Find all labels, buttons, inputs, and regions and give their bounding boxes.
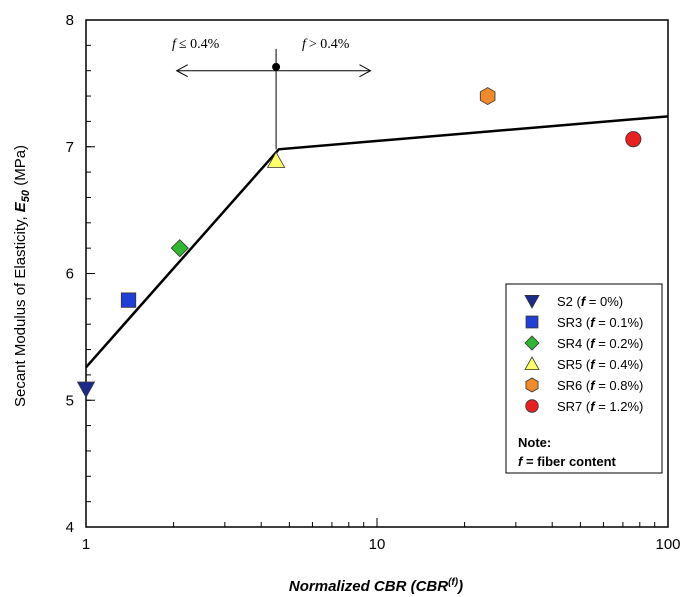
note-f-symbol: f	[518, 454, 524, 469]
legend-marker-sr7	[525, 399, 539, 413]
trend-line	[85, 115, 669, 369]
legend-marker-sr3	[525, 315, 539, 329]
legend-label-sr7: SR7 (f = 1.2%)	[557, 399, 643, 414]
data-points	[76, 87, 642, 399]
annotation-left: f ≤ 0.4%	[172, 37, 220, 52]
threshold-annotation	[175, 48, 372, 150]
x-tick-label: 1	[82, 536, 90, 553]
legend-marker-sr4	[524, 335, 540, 351]
legend-label-sr4: SR4 (f = 0.2%)	[557, 336, 643, 351]
legend-marker-s2	[524, 294, 540, 309]
y-tick-label: 4	[66, 519, 74, 536]
data-point-sr4	[170, 239, 189, 258]
annotation-right: f > 0.4%	[302, 37, 350, 52]
legend-marker-sr5	[524, 356, 540, 371]
legend-label-s2: S2 (f = 0%)	[557, 294, 623, 309]
data-point-sr7	[625, 131, 642, 148]
threshold-dot	[272, 62, 281, 71]
legend-entries: S2 (f = 0%) SR3 (f = 0.1%) SR4 (f = 0.2%) S…	[524, 294, 643, 414]
arrow-left-head	[175, 64, 188, 78]
data-point-sr6	[479, 87, 496, 106]
note-text: f = fiber content	[518, 454, 617, 469]
bilinear-trend-line	[85, 115, 669, 369]
x-tick-label: 100	[655, 536, 680, 553]
y-tick-label: 8	[66, 12, 74, 29]
data-point-sr3	[120, 292, 137, 308]
y-tick-label: 6	[66, 266, 74, 283]
legend-label-sr6: SR6 (f = 0.8%)	[557, 378, 643, 393]
x-axis-title: Normalized CBR (CBR(f))	[289, 577, 463, 595]
legend-label-sr5: SR5 (f = 0.4%)	[557, 357, 643, 372]
legend: S2 (f = 0%) SR3 (f = 0.1%) SR4 (f = 0.2%) S…	[505, 283, 663, 474]
y-axis-ticks: 4 5 6 7 8	[66, 12, 95, 536]
note-title: Note:	[518, 435, 551, 450]
legend-label-sr3: SR3 (f = 0.1%)	[557, 315, 643, 330]
note-definition: = fiber content	[522, 454, 616, 469]
plot-area: 1 10 100 4 5 6 7 8	[66, 12, 681, 553]
x-tick-label: 10	[369, 536, 386, 553]
y-tick-label: 7	[66, 139, 74, 156]
data-point-sr5	[266, 151, 286, 168]
y-axis-title: Secant Modulus of Elasticity, E50 (MPa)	[12, 145, 32, 407]
arrow-right-head	[359, 64, 372, 78]
legend-marker-sr6	[525, 377, 539, 393]
x-axis-ticks: 1 10 100	[82, 518, 681, 553]
y-tick-label: 5	[66, 392, 74, 409]
data-point-s2	[76, 381, 96, 399]
